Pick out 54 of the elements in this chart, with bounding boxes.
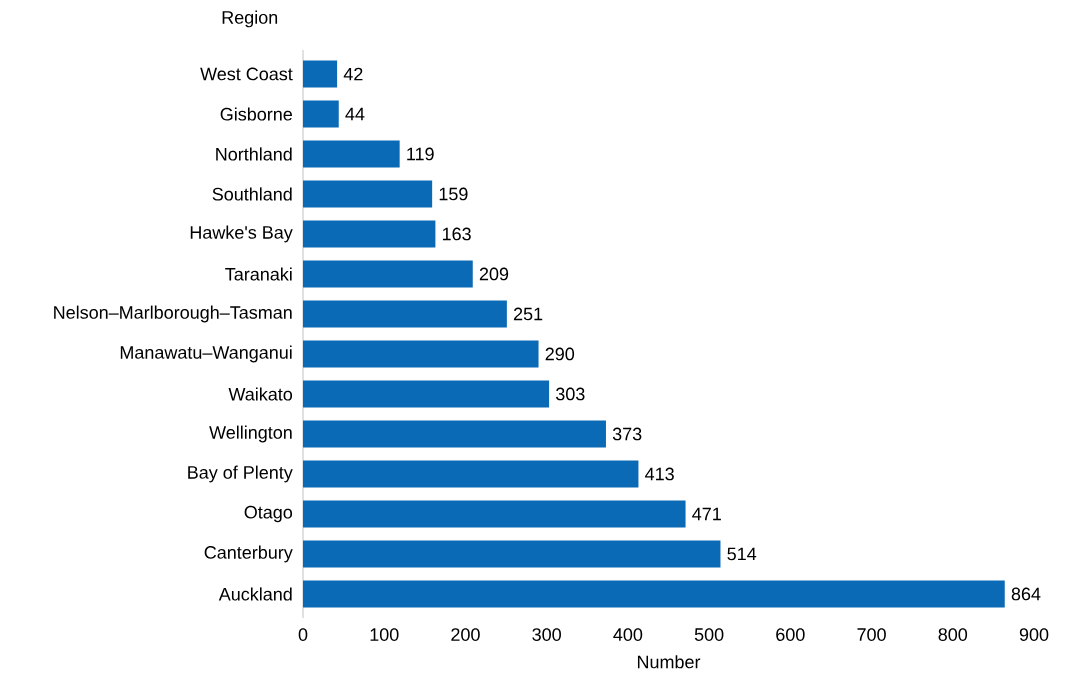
data-label: 471 xyxy=(692,507,721,521)
y-tick-label: Gisborne xyxy=(220,107,292,121)
y-tick-label: Wellington xyxy=(209,425,292,443)
bar xyxy=(303,420,606,448)
x-tick-label: 200 xyxy=(451,628,480,641)
y-tick-label: Nelson–Marlborough–Tasman xyxy=(54,305,292,323)
data-label: 209 xyxy=(479,267,509,281)
data-label: 42 xyxy=(343,67,363,81)
x-tick-label: 100 xyxy=(370,628,399,641)
data-label: 303 xyxy=(555,387,585,401)
bar xyxy=(303,140,400,168)
data-label: 373 xyxy=(612,427,642,441)
y-tick-label: Northland xyxy=(216,147,292,161)
bar xyxy=(303,220,436,248)
bar xyxy=(303,100,339,128)
bar xyxy=(303,580,1005,608)
bar xyxy=(303,260,473,288)
data-label: 44 xyxy=(345,107,365,121)
x-tick-label: 0 xyxy=(298,628,308,641)
bar xyxy=(303,540,721,568)
y-axis-title: Region xyxy=(222,10,278,28)
bar xyxy=(303,340,539,368)
x-tick-label: 500 xyxy=(694,628,724,641)
bar xyxy=(303,300,507,328)
data-label: 163 xyxy=(442,227,471,241)
y-tick-label: Bay of Plenty xyxy=(188,465,293,483)
x-tick-label: 600 xyxy=(776,628,805,641)
y-tick-label: Waikato xyxy=(228,387,293,401)
data-label: 119 xyxy=(407,147,434,161)
data-label: 864 xyxy=(1011,587,1041,601)
x-axis-title: Number xyxy=(637,655,701,669)
bar xyxy=(303,460,639,488)
x-tick-label: 700 xyxy=(857,628,886,641)
y-tick-label: Canterbury xyxy=(204,545,293,563)
y-tick-label: West Coast xyxy=(200,67,293,81)
x-tick-label: 800 xyxy=(938,628,968,641)
bar xyxy=(303,500,686,528)
y-tick-label: Manawatu–Wanganui xyxy=(120,345,292,363)
data-label: 413 xyxy=(645,467,674,481)
y-tick-label: Auckland xyxy=(218,587,292,601)
bar xyxy=(303,380,550,408)
y-tick-label: Southland xyxy=(212,187,292,201)
x-tick-label: 900 xyxy=(1019,628,1049,641)
y-tick-label: Hawke's Bay xyxy=(190,225,293,243)
data-label: 159 xyxy=(439,187,468,201)
data-label: 514 xyxy=(727,547,757,561)
data-label: 251 xyxy=(513,307,543,321)
data-label: 290 xyxy=(545,347,575,361)
y-tick-label: Otago xyxy=(244,505,293,523)
x-tick-label: 300 xyxy=(532,628,561,641)
y-tick-label: Taranaki xyxy=(225,267,292,281)
bar xyxy=(303,60,338,88)
bar xyxy=(303,180,433,208)
x-tick-label: 400 xyxy=(613,628,643,641)
